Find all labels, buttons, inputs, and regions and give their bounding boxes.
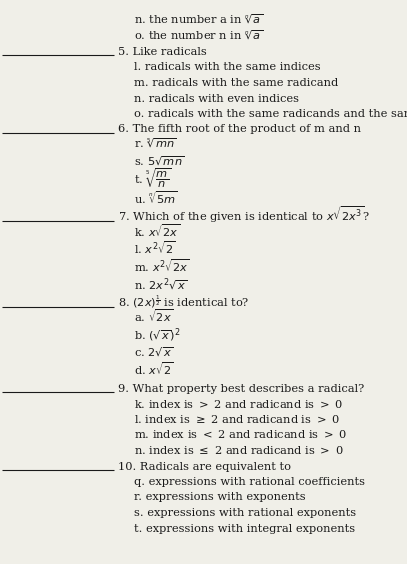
Text: l. index is $\geq$ 2 and radicand is $>$ 0: l. index is $\geq$ 2 and radicand is $>$…	[134, 413, 340, 425]
Text: t. $\sqrt[5]{\dfrac{m}{n}}$: t. $\sqrt[5]{\dfrac{m}{n}}$	[134, 166, 172, 190]
Text: m. radicals with the same radicand: m. radicals with the same radicand	[134, 78, 339, 88]
Text: n. index is $\leq$ 2 and radicand is $>$ 0: n. index is $\leq$ 2 and radicand is $>$…	[134, 444, 344, 456]
Text: b. $(\sqrt{x})^2$: b. $(\sqrt{x})^2$	[134, 327, 181, 345]
Text: 5. Like radicals: 5. Like radicals	[118, 47, 207, 57]
Text: n. radicals with even indices: n. radicals with even indices	[134, 94, 299, 104]
Text: o. radicals with the same radicands and the same indices: o. radicals with the same radicands and …	[134, 109, 407, 119]
Text: m. $x^2\sqrt{2x}$: m. $x^2\sqrt{2x}$	[134, 257, 190, 274]
Text: a. $\sqrt{2x}$: a. $\sqrt{2x}$	[134, 307, 173, 324]
Text: 8. $(2x)^{\frac{1}{2}}$ is identical to?: 8. $(2x)^{\frac{1}{2}}$ is identical to?	[118, 293, 249, 310]
Text: n. the number a in $\sqrt[n]{a}$: n. the number a in $\sqrt[n]{a}$	[134, 13, 264, 27]
Text: n. $2x^2\sqrt{x}$: n. $2x^2\sqrt{x}$	[134, 276, 188, 293]
Text: s. expressions with rational exponents: s. expressions with rational exponents	[134, 508, 357, 518]
Text: o. the number n in $\sqrt[n]{a}$: o. the number n in $\sqrt[n]{a}$	[134, 29, 264, 42]
Text: k. index is $>$ 2 and radicand is $>$ 0: k. index is $>$ 2 and radicand is $>$ 0	[134, 398, 344, 409]
Text: 10. Radicals are equivalent to: 10. Radicals are equivalent to	[118, 461, 291, 472]
Text: c. $2\sqrt{x}$: c. $2\sqrt{x}$	[134, 346, 174, 359]
Text: u. $\sqrt[n]{5m}$: u. $\sqrt[n]{5m}$	[134, 189, 178, 205]
Text: k. $x\sqrt{2x}$: k. $x\sqrt{2x}$	[134, 222, 180, 239]
Text: s. $5\sqrt{mn}$: s. $5\sqrt{mn}$	[134, 155, 185, 168]
Text: t. expressions with integral exponents: t. expressions with integral exponents	[134, 523, 355, 534]
Text: l. radicals with the same indices: l. radicals with the same indices	[134, 63, 321, 73]
Text: d. $x\sqrt{2}$: d. $x\sqrt{2}$	[134, 360, 174, 377]
Text: 9. What property best describes a radical?: 9. What property best describes a radica…	[118, 384, 364, 394]
Text: l. $x^2\sqrt{2}$: l. $x^2\sqrt{2}$	[134, 239, 176, 256]
Text: r. expressions with exponents: r. expressions with exponents	[134, 492, 306, 503]
Text: m. index is $<$ 2 and radicand is $>$ 0: m. index is $<$ 2 and radicand is $>$ 0	[134, 429, 348, 440]
Text: 6. The fifth root of the product of m and n: 6. The fifth root of the product of m an…	[118, 125, 361, 134]
Text: q. expressions with rational coefficients: q. expressions with rational coefficient…	[134, 477, 365, 487]
Text: r. $\sqrt[5]{mn}$: r. $\sqrt[5]{mn}$	[134, 137, 177, 150]
Text: 7. Which of the given is identical to $x\sqrt{2x^3}$?: 7. Which of the given is identical to $x…	[118, 204, 370, 225]
